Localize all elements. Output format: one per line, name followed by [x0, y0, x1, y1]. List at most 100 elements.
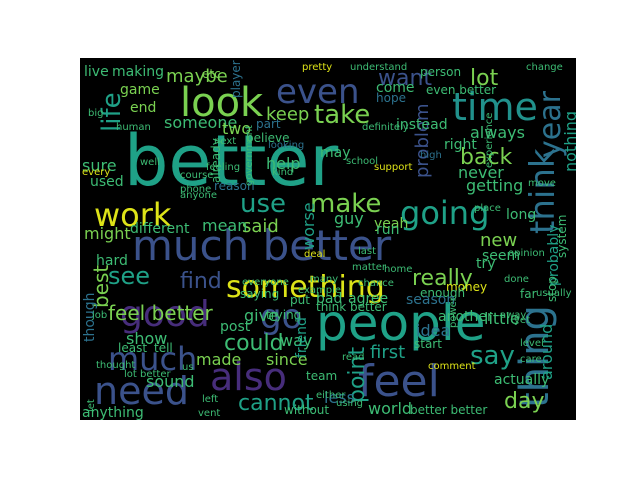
cloud-word: player	[229, 60, 243, 98]
cloud-word: look	[180, 80, 264, 126]
cloud-word: without	[284, 403, 329, 417]
cloud-word: even	[276, 72, 360, 112]
cloud-word: nothing	[561, 111, 576, 172]
cloud-word: different	[130, 221, 190, 237]
cloud-word: seem	[482, 248, 520, 264]
cloud-word: world	[368, 399, 412, 418]
cloud-word: comment	[428, 361, 476, 372]
cloud-word: give	[244, 306, 278, 325]
cloud-word: thing	[512, 305, 558, 408]
cloud-word: point	[345, 347, 370, 403]
cloud-word: either	[316, 390, 346, 401]
cloud-word: etc	[202, 67, 221, 81]
cloud-word: first	[370, 342, 405, 363]
cloud-word: agree	[348, 291, 388, 307]
cloud-word: even better	[426, 83, 496, 97]
cloud-word: looking	[268, 140, 304, 151]
cloud-word: way	[280, 331, 312, 350]
cloud-word: much	[108, 340, 197, 378]
cloud-word: far	[520, 287, 537, 301]
cloud-word: read	[342, 352, 365, 363]
cloud-word: long	[506, 207, 536, 223]
cloud-word: think	[523, 148, 563, 234]
cloud-word: people	[316, 294, 485, 352]
cloud-word: come	[376, 80, 415, 96]
cloud-word: go	[260, 297, 302, 337]
cloud-word: worse	[299, 202, 318, 250]
cloud-word: support	[374, 162, 412, 173]
cloud-word: work	[94, 196, 172, 234]
cloud-word: two	[222, 119, 251, 138]
cloud-word: little	[484, 309, 520, 328]
cloud-word: cannot	[238, 391, 314, 416]
cloud-word: next	[214, 136, 236, 147]
cloud-word: well	[140, 157, 160, 168]
cloud-word: right	[444, 137, 477, 153]
cloud-word: every	[82, 167, 110, 178]
cloud-word: opinion	[508, 248, 545, 259]
cloud-word: saying	[240, 287, 279, 301]
cloud-word: bad	[316, 291, 342, 307]
cloud-word: system	[555, 215, 569, 258]
cloud-word: team	[306, 369, 337, 383]
cloud-background	[80, 58, 576, 420]
cloud-word: new	[480, 230, 517, 251]
cloud-word: part	[256, 117, 281, 131]
cloud-word: usually	[536, 288, 572, 299]
cloud-word: another	[438, 309, 493, 325]
cloud-word: feeling	[206, 162, 240, 173]
cloud-word: year	[533, 90, 568, 158]
cloud-word: money	[446, 280, 487, 294]
cloud-word: day	[504, 389, 544, 414]
cloud-word: could	[224, 331, 284, 356]
cloud-word: put	[290, 293, 310, 307]
cloud-word: think better	[316, 300, 387, 314]
cloud-word: back	[460, 145, 513, 170]
cloud-word: life	[97, 92, 127, 132]
cloud-word: less	[324, 388, 355, 407]
cloud-word: find	[180, 269, 222, 294]
cloud-word: school	[346, 156, 378, 167]
cloud-word: want	[378, 66, 432, 91]
cloud-word: home	[384, 264, 412, 275]
cloud-word: much better	[132, 221, 392, 270]
cloud-word: making	[112, 64, 164, 80]
cloud-word: feel better	[108, 301, 214, 325]
cloud-word: vent	[198, 408, 220, 419]
cloud-word: better	[124, 120, 338, 202]
cloud-word: already	[209, 138, 223, 183]
cloud-word: post	[220, 319, 251, 335]
cloud-word: move	[528, 178, 556, 189]
cloud-word: yet	[514, 315, 530, 326]
cloud-word: though	[82, 292, 98, 342]
cloud-word: getting	[466, 176, 523, 195]
cloud-word: government	[244, 125, 255, 186]
cloud-word: never	[458, 163, 504, 182]
cloud-word: change	[526, 62, 563, 73]
cloud-word: example	[298, 285, 341, 296]
cloud-word: big	[88, 108, 103, 119]
word-cloud-canvas: better much better people think time look even…	[80, 58, 576, 420]
cloud-word: kind	[272, 167, 293, 178]
cloud-word: also	[210, 355, 287, 399]
cloud-word: trying	[266, 308, 301, 322]
cloud-word: good	[120, 294, 210, 335]
cloud-word: better better	[410, 403, 487, 417]
cloud-word: around	[537, 324, 556, 380]
cloud-word: used	[90, 174, 124, 190]
cloud-word: instead	[396, 117, 448, 133]
cloud-word: game	[120, 82, 160, 98]
cloud-word: yeah	[374, 216, 408, 232]
cloud-word: us	[182, 362, 194, 373]
cloud-word: experience	[484, 113, 495, 168]
cloud-word: said	[242, 216, 279, 237]
cloud-word: see	[108, 262, 150, 290]
cloud-word: sound	[146, 372, 195, 391]
cloud-word: level	[520, 338, 544, 349]
cloud-word: idea	[416, 321, 450, 340]
cloud-word: stop	[545, 276, 559, 302]
cloud-word: many	[310, 274, 338, 285]
cloud-word: understand	[350, 62, 407, 73]
cloud-word: something	[226, 270, 385, 305]
cloud-word: pretty	[302, 62, 332, 73]
